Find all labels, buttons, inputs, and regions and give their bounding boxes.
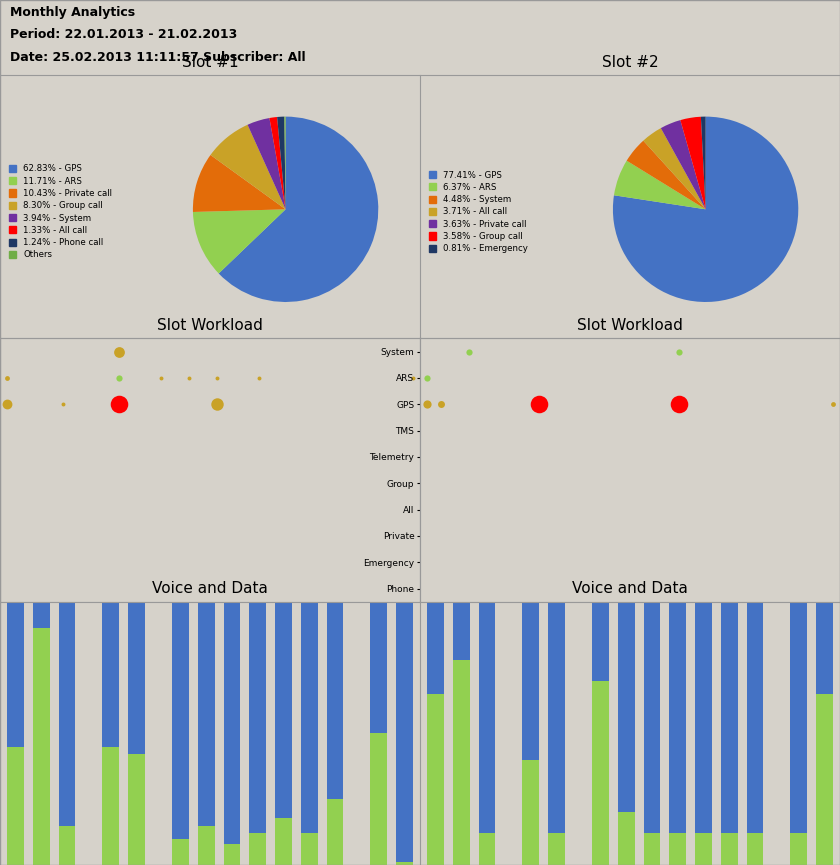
Bar [33,628,50,865]
Bar [549,602,565,833]
Bar [427,694,444,865]
Bar [59,602,76,825]
Bar [816,602,833,694]
Bar [327,602,344,799]
Bar [669,833,686,865]
Point [827,397,840,411]
Bar [617,812,634,865]
Point [434,397,448,411]
Bar [747,833,764,865]
Bar [522,759,539,865]
Point [0,371,13,385]
Point [533,397,546,411]
Bar [102,746,119,865]
Bar [197,602,214,825]
Bar [721,833,738,865]
Bar [172,839,189,865]
Bar [7,746,24,865]
Point [252,371,265,385]
Point [113,344,126,358]
Text: Period: 22.01.2013 - 21.02.2013: Period: 22.01.2013 - 21.02.2013 [10,29,238,42]
Bar [301,833,318,865]
Bar [522,602,539,759]
Bar [129,602,145,754]
Bar [592,602,609,681]
Bar [669,602,686,833]
Bar [249,833,266,865]
Point [113,397,126,411]
Bar [617,602,634,812]
Title: Slot Workload: Slot Workload [157,318,263,333]
Point [113,371,126,385]
Text: Monthly Analytics: Monthly Analytics [10,6,135,19]
Title: Slot #1: Slot #1 [181,54,239,70]
Bar [643,833,660,865]
Point [672,397,685,411]
Bar [453,602,470,660]
Bar [396,602,413,862]
Point [155,371,168,385]
Point [56,397,70,411]
Bar [396,862,413,865]
Bar [275,602,291,817]
Point [210,371,223,385]
Legend: 62.83% - GPS, 11.71% - ARS, 10.43% - Private call, 8.30% - Group call, 3.94% - S: 62.83% - GPS, 11.71% - ARS, 10.43% - Pri… [8,164,113,260]
Bar [327,799,344,865]
Bar [695,833,711,865]
Bar [370,734,387,865]
Bar [747,602,764,833]
Point [182,371,196,385]
Bar [223,844,240,865]
Bar [816,694,833,865]
Point [420,397,433,411]
Bar [275,817,291,865]
Title: Voice and Data: Voice and Data [572,581,688,596]
Bar [301,602,318,833]
Bar [129,754,145,865]
Bar [592,681,609,865]
Bar [102,602,119,746]
Bar [479,833,496,865]
Bar [370,602,387,734]
Title: Slot Workload: Slot Workload [577,318,683,333]
Bar [427,602,444,694]
Bar [549,833,565,865]
Title: Slot #2: Slot #2 [601,54,659,70]
Bar [197,825,214,865]
Text: Date: 25.02.2013 11:11:57 Subscriber: All: Date: 25.02.2013 11:11:57 Subscriber: Al… [10,51,306,64]
Bar [249,602,266,833]
Point [407,371,420,385]
Legend: 77.41% - GPS, 6.37% - ARS, 4.48% - System, 3.71% - All call, 3.63% - Private cal: 77.41% - GPS, 6.37% - ARS, 4.48% - Syste… [428,170,528,253]
Point [420,371,433,385]
Bar [643,602,660,833]
Bar [695,602,711,833]
Bar [453,660,470,865]
Point [672,344,685,358]
Bar [721,602,738,833]
Point [462,344,475,358]
Point [0,397,13,411]
Bar [790,602,807,833]
Bar [479,602,496,833]
Point [210,397,223,411]
Bar [172,602,189,839]
Bar [790,833,807,865]
Title: Voice and Data: Voice and Data [152,581,268,596]
Bar [7,602,24,746]
Bar [33,602,50,628]
Bar [223,602,240,844]
Bar [59,825,76,865]
